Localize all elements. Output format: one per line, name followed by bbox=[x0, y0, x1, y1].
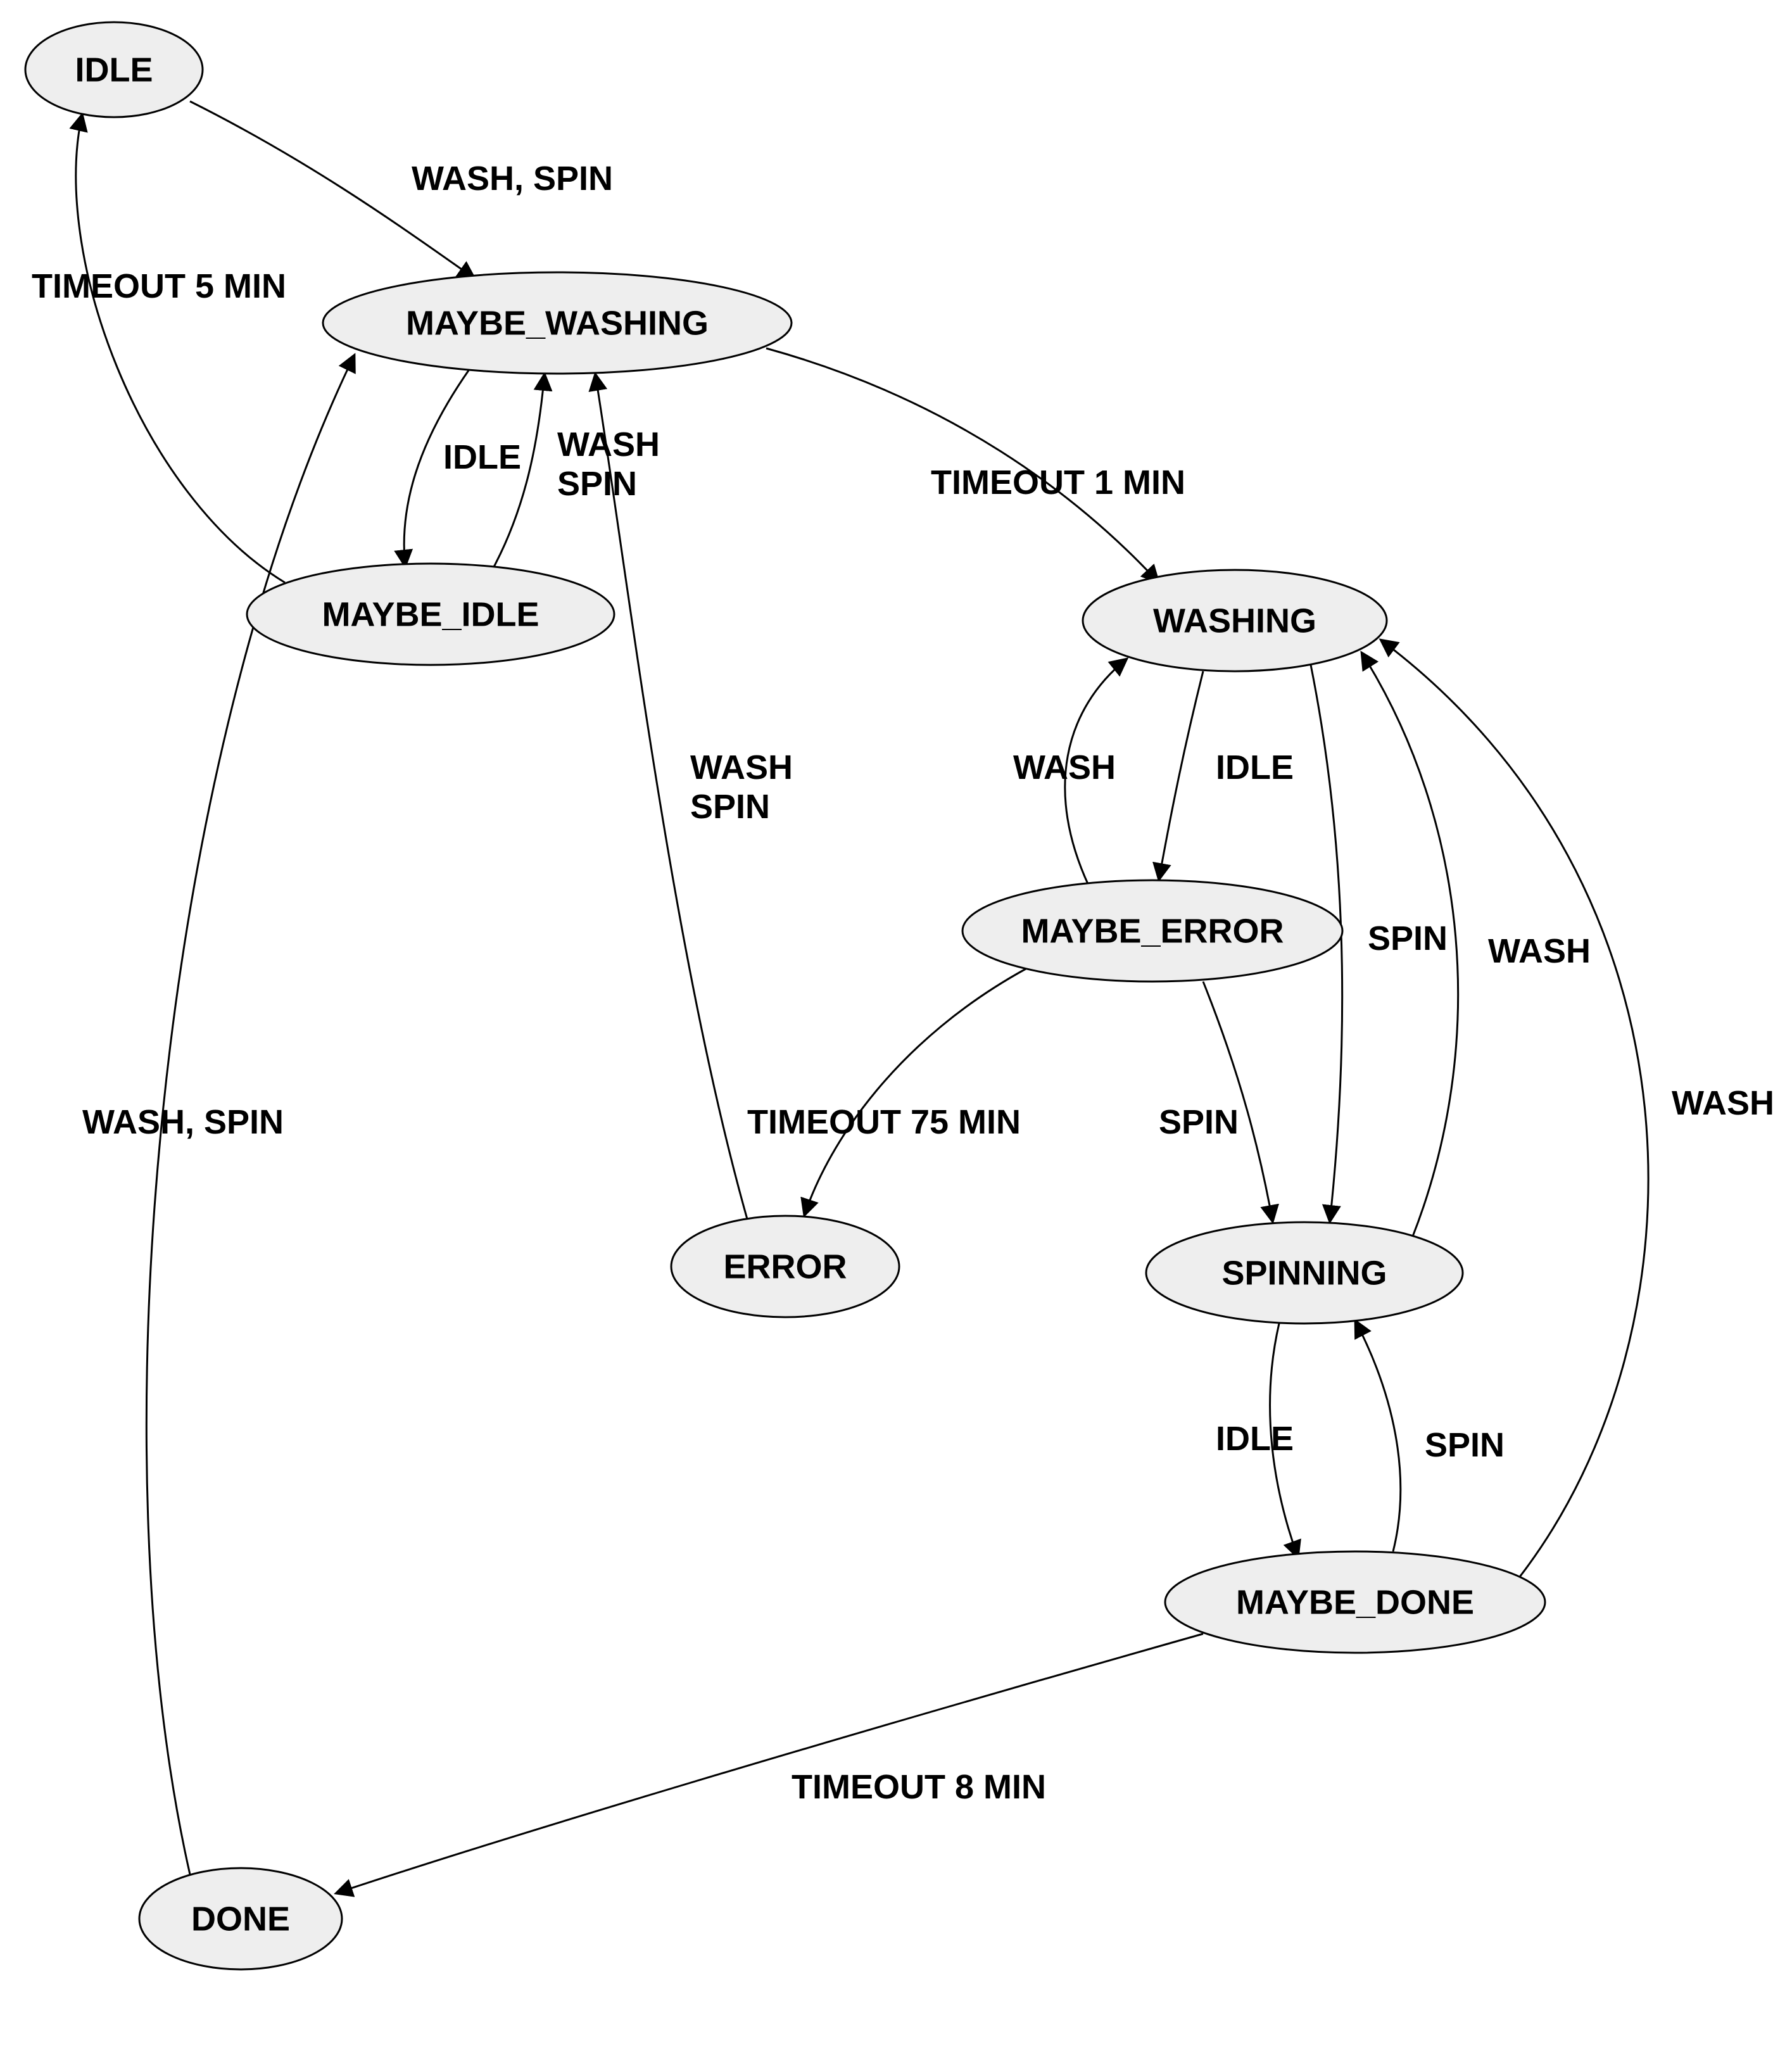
edge-MAYBE_IDLE-to-IDLE bbox=[76, 114, 285, 583]
state-node-WASHING: WASHING bbox=[1083, 570, 1387, 671]
edge-WASHING-to-MAYBE_ERROR bbox=[1159, 671, 1203, 880]
edge-label: IDLE bbox=[1216, 749, 1294, 786]
edge-label: IDLE bbox=[443, 438, 521, 476]
edge-label: SPIN bbox=[1159, 1103, 1239, 1141]
edge-label: TIMEOUT 75 MIN bbox=[747, 1103, 1021, 1141]
edge-label: WASH bbox=[1488, 932, 1591, 970]
edge-MAYBE_DONE-to-WASHING bbox=[1380, 640, 1648, 1577]
edge-label: IDLE bbox=[1216, 1420, 1294, 1458]
state-node-label: SPINNING bbox=[1221, 1254, 1387, 1292]
edge-label: WASH bbox=[557, 426, 660, 464]
edge-label: SPIN bbox=[557, 465, 637, 503]
state-node-label: ERROR bbox=[723, 1248, 847, 1285]
state-node-label: WASHING bbox=[1153, 602, 1316, 640]
state-node-MAYBE_IDLE: MAYBE_IDLE bbox=[247, 564, 614, 665]
state-node-label: MAYBE_WASHING bbox=[406, 304, 709, 342]
state-node-label: IDLE bbox=[75, 51, 153, 89]
state-node-DONE: DONE bbox=[139, 1868, 342, 1969]
edge-label: SPIN bbox=[1425, 1426, 1505, 1464]
edge-labels-layer: WASH, SPINIDLEWASHSPINTIMEOUT 5 MINTIMEO… bbox=[32, 160, 1774, 1806]
edge-MAYBE_ERROR-to-SPINNING bbox=[1203, 982, 1273, 1222]
edge-label: TIMEOUT 8 MIN bbox=[792, 1768, 1046, 1806]
edge-label: WASH bbox=[690, 749, 793, 786]
state-node-MAYBE_ERROR: MAYBE_ERROR bbox=[962, 880, 1342, 982]
state-node-SPINNING: SPINNING bbox=[1146, 1222, 1463, 1323]
edge-label: SPIN bbox=[1368, 919, 1448, 957]
edge-label: WASH, SPIN bbox=[82, 1103, 284, 1141]
nodes-layer: IDLE MAYBE_WASHING MAYBE_IDLE WASHING MAYBE_… bbox=[25, 22, 1545, 1969]
edge-label: WASH, SPIN bbox=[412, 160, 613, 198]
edge-label: TIMEOUT 5 MIN bbox=[32, 267, 286, 305]
edge-MAYBE_DONE-to-DONE bbox=[336, 1634, 1203, 1893]
state-node-MAYBE_WASHING: MAYBE_WASHING bbox=[323, 272, 792, 374]
edge-label: WASH bbox=[1013, 749, 1116, 786]
state-node-IDLE: IDLE bbox=[25, 22, 203, 117]
state-node-label: MAYBE_ERROR bbox=[1021, 912, 1284, 950]
edge-label: SPIN bbox=[690, 788, 770, 826]
state-node-label: MAYBE_IDLE bbox=[322, 595, 539, 633]
edge-label: WASH bbox=[1672, 1084, 1774, 1122]
edge-MAYBE_ERROR-to-ERROR bbox=[804, 969, 1026, 1216]
state-node-MAYBE_DONE: MAYBE_DONE bbox=[1165, 1551, 1545, 1653]
state-node-label: DONE bbox=[191, 1900, 290, 1938]
state-node-ERROR: ERROR bbox=[671, 1216, 899, 1317]
state-machine-diagram: IDLE MAYBE_WASHING MAYBE_IDLE WASHING MAYBE_… bbox=[0, 0, 1792, 2053]
state-node-label: MAYBE_DONE bbox=[1236, 1583, 1474, 1621]
edge-MAYBE_DONE-to-SPINNING bbox=[1355, 1320, 1401, 1551]
edge-label: TIMEOUT 1 MIN bbox=[931, 464, 1185, 502]
